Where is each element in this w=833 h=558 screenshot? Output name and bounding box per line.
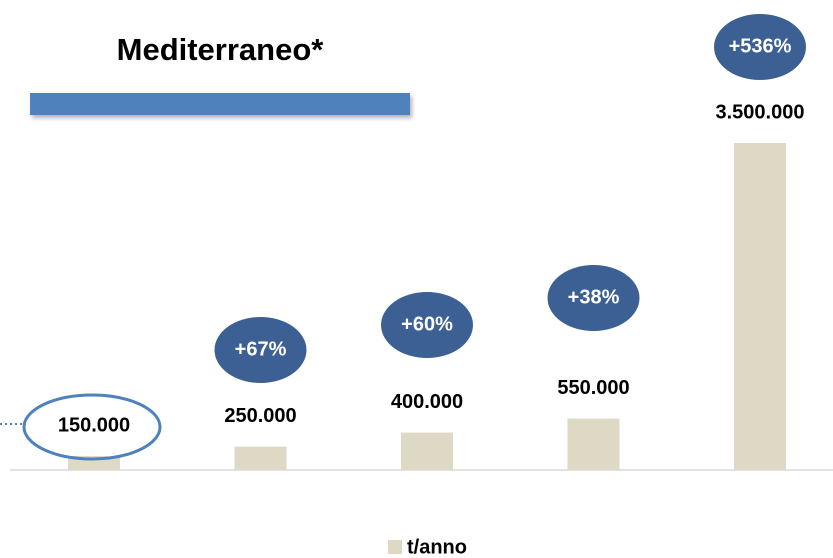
chart-title: Mediterraneo* [117, 32, 325, 67]
data-label: 400.000 [391, 391, 463, 413]
highlight-circle [22, 393, 162, 461]
bar [401, 432, 453, 470]
growth-bubble [547, 265, 640, 331]
bar [234, 446, 287, 470]
data-label: 250.000 [224, 405, 296, 427]
bar [567, 418, 620, 470]
growth-label: +38% [568, 286, 620, 308]
bar [734, 143, 786, 470]
growth-bubble [381, 292, 473, 358]
legend-swatch [388, 540, 402, 554]
data-label: 150.000 [58, 414, 130, 436]
title-underline [30, 93, 410, 115]
data-label: 550.000 [557, 377, 629, 399]
growth-label: +60% [401, 313, 453, 335]
growth-label: +67% [235, 338, 287, 360]
legend-label: t/anno [407, 536, 467, 558]
data-label: 3.500.000 [716, 101, 805, 123]
growth-bubble [214, 317, 307, 383]
growth-label: +536% [729, 35, 792, 57]
growth-bubble [714, 14, 806, 80]
